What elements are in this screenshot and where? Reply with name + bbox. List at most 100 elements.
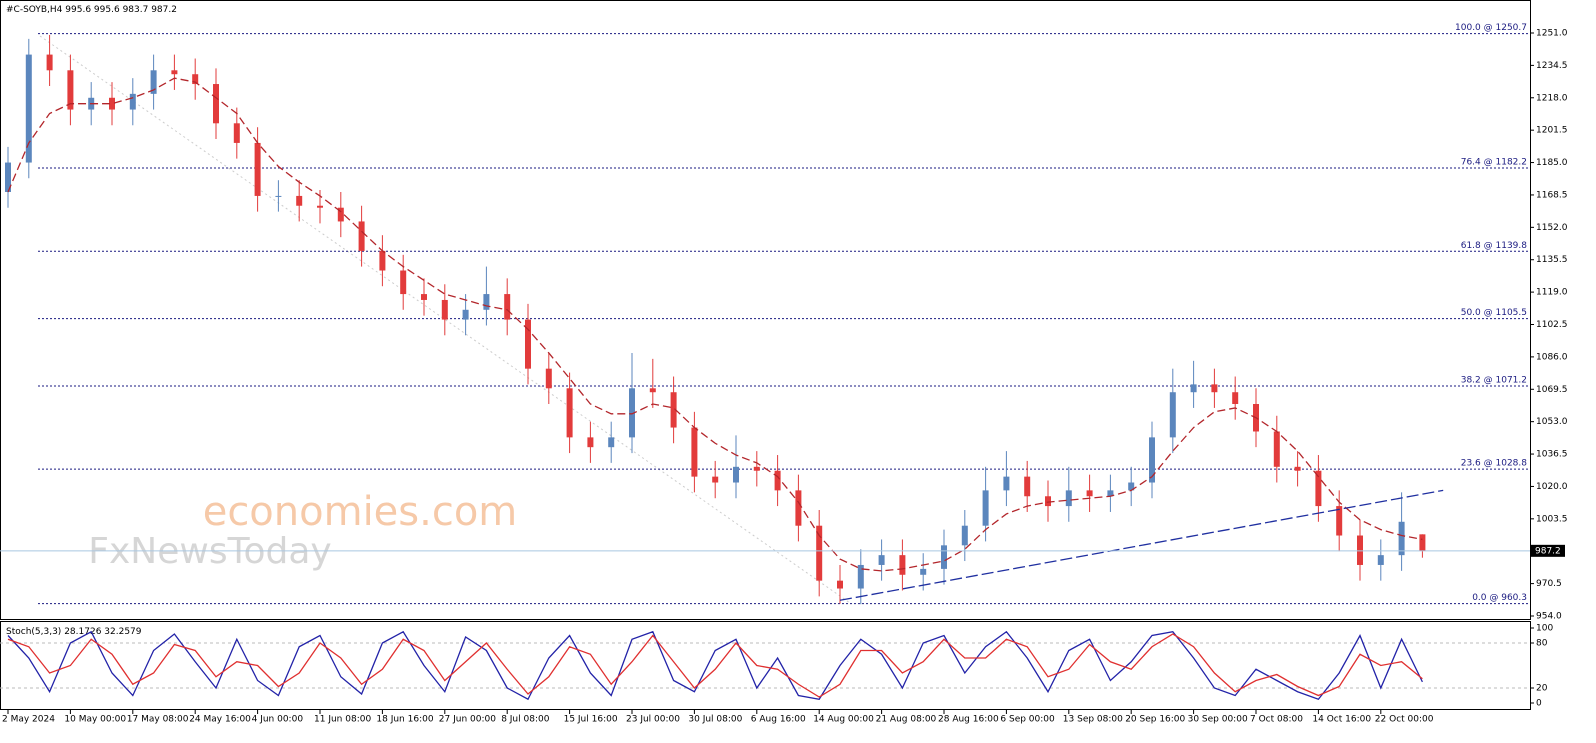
header-high: 995.6 [94, 5, 120, 15]
y-tick-label: 1020.0 [1536, 482, 1568, 492]
candle-body [941, 545, 947, 569]
x-tick-label: 27 Jun 00:00 [439, 715, 496, 725]
y-tick-label: 1251.0 [1536, 29, 1568, 39]
price-panel [0, 0, 1531, 620]
candle-body [67, 70, 74, 110]
y-tick-label: 1069.5 [1536, 385, 1568, 395]
candle-body [25, 54, 32, 163]
x-tick-label: 20 Sep 16:00 [1125, 715, 1185, 725]
y-tick-label: 1201.5 [1536, 126, 1568, 136]
fib-label: 0.0 @ 960.3 [1472, 593, 1527, 603]
candle-body [1336, 506, 1343, 536]
trendline [839, 489, 1444, 601]
candle-body [1294, 466, 1301, 471]
candle-body [587, 437, 594, 448]
symbol: #C-SOYB,H4 [6, 5, 63, 15]
x-tick-label: 14 Oct 16:00 [1312, 715, 1371, 725]
candle-body [712, 476, 719, 483]
candle-body [733, 466, 739, 483]
candle-body [566, 388, 573, 438]
fib-label: 23.6 @ 1028.8 [1461, 459, 1528, 469]
chart-header: #C-SOYB,H4 995.6 995.6 983.7 987.2 [6, 5, 177, 15]
stoch-name: Stoch(5,3,3) [6, 627, 61, 637]
candle-body [5, 162, 11, 192]
stoch-signal [7, 633, 1423, 698]
candle-body [920, 568, 927, 575]
watermark: economies.com [203, 489, 518, 535]
current-price-box [1531, 544, 1565, 557]
x-tick-label: 18 Jun 16:00 [376, 715, 433, 725]
candle-body [1357, 535, 1363, 565]
fib-label: 76.4 @ 1182.2 [1461, 158, 1527, 168]
moving-average [7, 77, 1423, 572]
x-tick-label: 4 Jun 00:00 [252, 715, 304, 725]
candle-body [504, 294, 511, 320]
candle-body [608, 437, 615, 448]
y-tick-label: 1053.0 [1536, 417, 1568, 427]
candle-body [1149, 437, 1155, 483]
candle-body [1211, 384, 1218, 393]
candle-body [753, 466, 760, 471]
x-tick-label: 14 Aug 00:00 [813, 715, 874, 725]
candle-body [421, 294, 427, 300]
candle-body [1024, 476, 1031, 497]
candle-body [1045, 496, 1051, 507]
x-tick-label: 11 Jun 08:00 [314, 715, 371, 725]
candle-body [816, 525, 823, 581]
candle-body [462, 309, 469, 320]
y-tick-label: 1119.0 [1536, 288, 1568, 298]
header-low: 983.7 [123, 5, 149, 15]
header-open: 995.6 [65, 5, 91, 15]
candle-body [982, 490, 989, 526]
x-tick-label: 7 Oct 08:00 [1250, 715, 1303, 725]
candle-body [337, 207, 344, 222]
stoch-main-last: 28.1726 [64, 627, 101, 637]
candle-body [1128, 482, 1135, 491]
candle-body [358, 221, 365, 251]
fib-label: 38.2 @ 1071.2 [1461, 375, 1527, 385]
watermark: FxNewsToday [88, 531, 331, 572]
x-tick-label: 6 Aug 16:00 [751, 715, 806, 725]
candle-body [171, 70, 178, 75]
y-tick-label: 1168.5 [1536, 190, 1568, 200]
candle-body [649, 388, 656, 393]
candle-body [691, 427, 698, 477]
candle-body [46, 54, 53, 71]
y-tick-label: 954.0 [1536, 612, 1562, 622]
x-tick-label: 8 Jul 08:00 [501, 715, 550, 725]
candle-body [629, 388, 635, 438]
candle-body [878, 555, 885, 565]
candle-body [109, 97, 115, 110]
y-tick-label: 1152.0 [1536, 223, 1568, 233]
candle-body [192, 74, 199, 85]
candle-body [545, 368, 552, 389]
header-close: 987.2 [151, 5, 177, 15]
candle-body [1398, 521, 1405, 556]
candle-body [1273, 431, 1280, 467]
x-tick-label: 28 Aug 16:00 [938, 715, 999, 725]
stoch-signal-last: 32.2579 [104, 627, 141, 637]
stoch-panel [0, 621, 1531, 710]
fib-label: 50.0 @ 1105.5 [1461, 308, 1527, 318]
fib-label: 61.8 @ 1139.8 [1461, 241, 1528, 251]
candle-body [379, 250, 386, 271]
candle-body [857, 564, 864, 589]
x-tick-label: 2 May 2024 [2, 715, 55, 725]
candle-body [795, 490, 802, 526]
candle-body [129, 93, 136, 110]
x-tick-label: 13 Sep 08:00 [1063, 715, 1123, 725]
stoch-tick-label: 20 [1536, 684, 1548, 694]
candle-body [1107, 490, 1114, 497]
x-tick-label: 23 Jul 00:00 [626, 715, 680, 725]
x-tick-label: 30 Jul 08:00 [688, 715, 742, 725]
y-tick-label: 1003.5 [1536, 514, 1568, 524]
candle-body [1232, 392, 1239, 404]
candle-body [254, 142, 261, 196]
candle-body [317, 205, 323, 208]
y-tick-label: 1218.0 [1536, 93, 1568, 103]
candle-body [1169, 392, 1176, 438]
candle-body [1065, 490, 1072, 507]
x-tick-label: 6 Sep 00:00 [1000, 715, 1055, 725]
x-tick-label: 21 Aug 08:00 [876, 715, 937, 725]
candle-body [1190, 384, 1197, 393]
